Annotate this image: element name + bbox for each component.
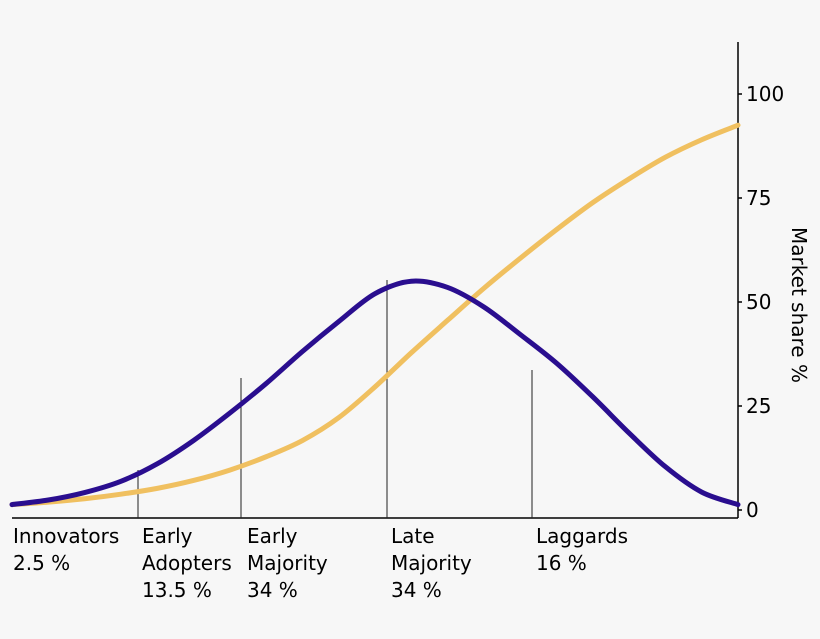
segment-early-majority-name-1: Early [247,524,298,548]
segment-early-majority-name-2: Majority [247,551,328,575]
segment-label-innovators: Innovators 2.5 % [13,524,126,575]
y-tick-label-100: 100 [746,82,784,106]
segment-early-adopters-name-2: Adopters [142,551,232,575]
segment-early-adopters-name-1: Early [142,524,193,548]
segment-late-majority-name-1: Late [391,524,435,548]
segment-innovators-name: Innovators [13,524,119,548]
segment-label-late-majority: Late Majority 34 % [391,524,478,602]
segment-laggards-name: Laggards [536,524,628,548]
segment-label-early-majority: Early Majority 34 % [247,524,334,602]
segment-dividers [137,280,533,518]
y-tick-group: 0 25 50 75 100 [738,82,784,522]
segment-late-majority-name-2: Majority [391,551,472,575]
segment-early-majority-share: 34 % [247,578,298,602]
segment-innovators-share: 2.5 % [13,551,70,575]
y-axis-title: Market share % [787,227,811,383]
segment-label-laggards: Laggards 16 % [536,524,634,575]
adoption-distribution-line [9,278,741,508]
segment-early-adopters-share: 13.5 % [142,578,212,602]
segment-late-majority-share: 34 % [391,578,442,602]
segment-laggards-share: 16 % [536,551,587,575]
y-tick-label-75: 75 [746,186,771,210]
y-tick-label-0: 0 [746,498,759,522]
segment-label-early-adopters: Early Adopters 13.5 % [142,524,238,602]
cumulative-adoption-line [9,122,741,508]
segment-labels: Innovators 2.5 % Early Adopters 13.5 % E… [13,524,634,602]
y-tick-label-25: 25 [746,394,771,418]
y-tick-label-50: 50 [746,290,771,314]
